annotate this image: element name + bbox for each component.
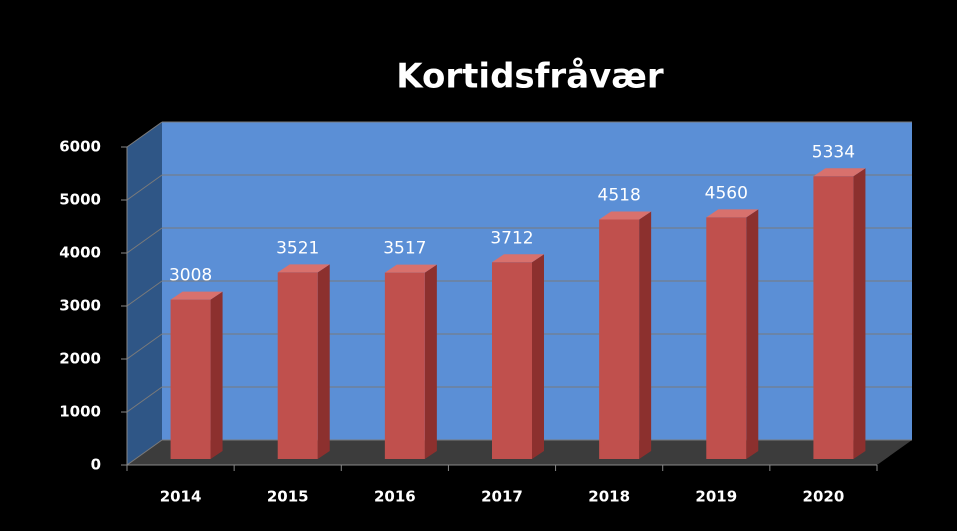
x-tick-label: 2019 xyxy=(695,488,737,506)
bar-side xyxy=(639,211,652,459)
data-label: 4560 xyxy=(705,183,748,203)
bar-side xyxy=(746,209,759,459)
bar-top xyxy=(492,254,544,263)
bar-front xyxy=(706,217,747,459)
x-tick-label: 2014 xyxy=(160,488,202,506)
y-tick-label: 6000 xyxy=(59,138,101,156)
bar-side xyxy=(853,168,866,459)
data-label: 3008 xyxy=(169,266,212,286)
x-tick-label: 2018 xyxy=(588,488,630,506)
bar xyxy=(170,291,223,459)
bar-side xyxy=(532,254,544,459)
bar-side xyxy=(210,291,223,459)
bar-front xyxy=(170,299,211,459)
chart-title: Kortidsfråvær xyxy=(396,57,664,97)
bar-side xyxy=(317,264,330,459)
y-tick-label: 5000 xyxy=(59,191,101,209)
bar xyxy=(706,209,759,459)
x-tick-label: 2015 xyxy=(267,488,309,506)
bar-front xyxy=(384,272,425,459)
bar-front xyxy=(813,176,854,459)
y-tick-label: 1000 xyxy=(59,403,101,421)
bar-top xyxy=(813,168,866,177)
bar xyxy=(384,264,437,459)
y-tick-label: 4000 xyxy=(59,244,101,262)
bar-top xyxy=(706,209,759,218)
bar-front xyxy=(599,219,640,459)
x-tick-label: 2016 xyxy=(374,488,416,506)
bar-top xyxy=(277,264,330,273)
y-tick-label: 2000 xyxy=(59,350,101,368)
grid-line xyxy=(126,386,163,413)
grid-line xyxy=(126,333,163,360)
bar xyxy=(813,168,866,459)
bar-top xyxy=(384,264,437,273)
data-label: 5334 xyxy=(812,142,855,162)
data-label: 3712 xyxy=(490,228,533,248)
data-label: 4518 xyxy=(598,186,641,206)
bar-front xyxy=(492,262,532,459)
grid-line xyxy=(126,174,163,201)
bar-front xyxy=(277,272,318,459)
data-label: 3521 xyxy=(276,238,319,258)
bar-top xyxy=(170,291,223,300)
grid-line xyxy=(126,280,163,307)
bar-top xyxy=(599,211,652,220)
data-label: 3517 xyxy=(383,239,426,259)
y-tick-label: 0 xyxy=(91,456,101,474)
y-tick-label: 3000 xyxy=(59,297,101,315)
grid-line xyxy=(126,227,163,254)
grid-line xyxy=(126,121,163,148)
grid-line xyxy=(126,439,163,466)
x-tick-label: 2020 xyxy=(803,488,845,506)
bar xyxy=(277,264,330,459)
bar xyxy=(492,254,544,459)
bar xyxy=(599,211,652,459)
bar-side xyxy=(424,264,437,459)
x-tick-label: 2017 xyxy=(481,488,523,506)
